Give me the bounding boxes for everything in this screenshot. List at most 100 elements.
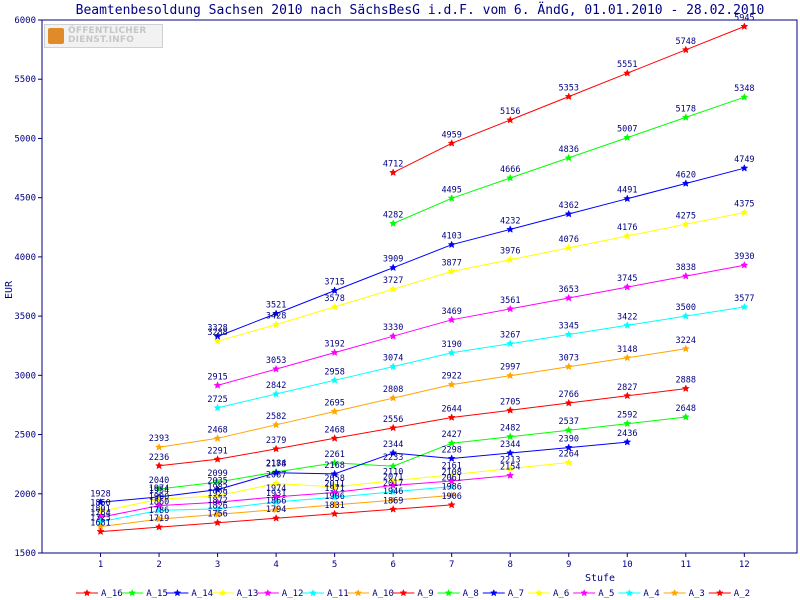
data-label: 1756 (207, 510, 227, 520)
data-point-a-3 (154, 514, 164, 523)
data-label: 3053 (266, 356, 286, 366)
data-label: 3328 (207, 323, 227, 333)
data-label: 5748 (676, 37, 696, 47)
x-axis-ticks: 1 2 3 4 5 6 7 8 9 10 11 12 (98, 553, 750, 570)
data-label: 3521 (266, 301, 286, 311)
legend-entry: A_4 (643, 589, 659, 599)
data-point-a-8 (389, 461, 398, 470)
data-label: 3909 (383, 255, 403, 265)
data-point-a-12 (681, 271, 690, 280)
data-label: 1764 (90, 509, 110, 519)
x-tick-label: 6 (390, 560, 395, 570)
data-point-a-7 (272, 468, 281, 477)
data-label: 1860 (149, 497, 169, 507)
data-label: 2808 (383, 385, 403, 395)
legend-entry: A_16 (101, 589, 123, 599)
data-label: 1946 (383, 487, 403, 497)
data-label: 2168 (324, 461, 344, 471)
data-label: 2344 (500, 440, 520, 450)
data-point-a-4 (272, 497, 281, 506)
legend-entry: A_2 (734, 589, 750, 599)
data-label: 3224 (676, 336, 696, 346)
data-point-a-11 (623, 321, 632, 329)
x-tick-label: 4 (273, 560, 278, 570)
data-label: 2264 (559, 450, 579, 460)
data-label: 1929 (207, 489, 227, 499)
data-point-a-13 (213, 336, 222, 345)
legend-entry: A_14 (191, 589, 213, 599)
x-tick-label: 8 (508, 560, 513, 570)
data-point-a-10 (564, 362, 573, 371)
data-point-a-6 (213, 491, 222, 500)
legend-swatch-marker (715, 588, 724, 597)
data-label: 3345 (559, 321, 579, 331)
data-label: 4712 (383, 160, 403, 170)
data-label: 3073 (559, 354, 579, 364)
series-line-a-11 (217, 306, 745, 409)
data-label: 2040 (149, 476, 169, 486)
data-point-a-2 (272, 513, 281, 522)
data-label: 2161 (441, 462, 461, 472)
data-label: 1719 (149, 514, 169, 524)
legend-swatch-marker (625, 588, 634, 597)
data-label: 2087 (266, 470, 286, 480)
data-point-a-16 (623, 68, 632, 77)
data-point-a-8 (154, 484, 164, 493)
data-label: 2468 (324, 425, 344, 435)
data-point-a-7 (330, 469, 339, 478)
legend-swatch-marker (263, 588, 272, 597)
data-label: 2958 (324, 367, 344, 377)
data-point-a-13 (506, 255, 515, 264)
data-point-a-5 (213, 497, 222, 506)
data-point-a-7 (623, 437, 632, 446)
data-label: 2261 (324, 450, 344, 460)
data-point-a-8 (623, 419, 632, 428)
data-point-a-14 (564, 209, 573, 218)
data-label: 5007 (617, 125, 637, 135)
data-point-a-14 (681, 179, 690, 187)
data-point-a-11 (564, 330, 573, 338)
data-label: 1974 (266, 484, 286, 494)
data-label: 4076 (559, 235, 579, 245)
legend-swatch-marker (670, 588, 679, 597)
site-logo: ÖFFENTLICHER DIENST.INFO (44, 24, 163, 48)
data-label: 2236 (149, 453, 169, 463)
x-tick-label: 2 (156, 560, 161, 570)
data-label: 4275 (676, 211, 696, 221)
data-label: 2436 (617, 429, 637, 439)
data-point-a-13 (740, 208, 749, 216)
data-label: 2035 (207, 477, 227, 487)
data-label: 1982 (207, 483, 227, 493)
data-point-a-14 (623, 194, 632, 203)
data-label: 3330 (383, 323, 403, 333)
data-label: 1681 (90, 519, 110, 529)
legend-swatch-marker (444, 588, 453, 597)
data-point-a-15 (623, 133, 632, 142)
y-tick-label: 4500 (14, 194, 36, 204)
data-point-a-3 (330, 500, 339, 509)
data-point-a-12 (213, 381, 222, 389)
data-point-a-13 (564, 243, 573, 252)
legend-entry: A_6 (553, 589, 569, 599)
data-point-a-12 (564, 293, 573, 302)
data-label: 2468 (207, 425, 227, 435)
data-point-a-13 (681, 220, 690, 228)
data-point-a-11 (681, 311, 690, 320)
logo-text-line2: DIENST.INFO (68, 35, 135, 45)
data-point-a-8 (213, 477, 222, 486)
data-label: 4495 (441, 185, 461, 195)
data-label: 1931 (266, 489, 286, 499)
x-tick-label: 11 (680, 560, 691, 570)
legend-entry: A_3 (689, 589, 705, 599)
data-label: 2482 (500, 424, 520, 434)
data-label: 1866 (266, 497, 286, 507)
y-tick-label: 1500 (14, 549, 36, 559)
data-label: 4232 (500, 216, 520, 226)
data-point-a-5 (506, 471, 515, 479)
series-line-a-5 (100, 475, 511, 518)
data-point-a-8 (564, 425, 573, 434)
data-point-a-3 (389, 495, 398, 504)
legend-entry: A_12 (282, 589, 304, 599)
y-axis-ticks: 1500 2000 2500 3000 3500 4000 4500 5000 5500 6000 (14, 16, 42, 559)
data-point-a-16 (447, 139, 456, 147)
